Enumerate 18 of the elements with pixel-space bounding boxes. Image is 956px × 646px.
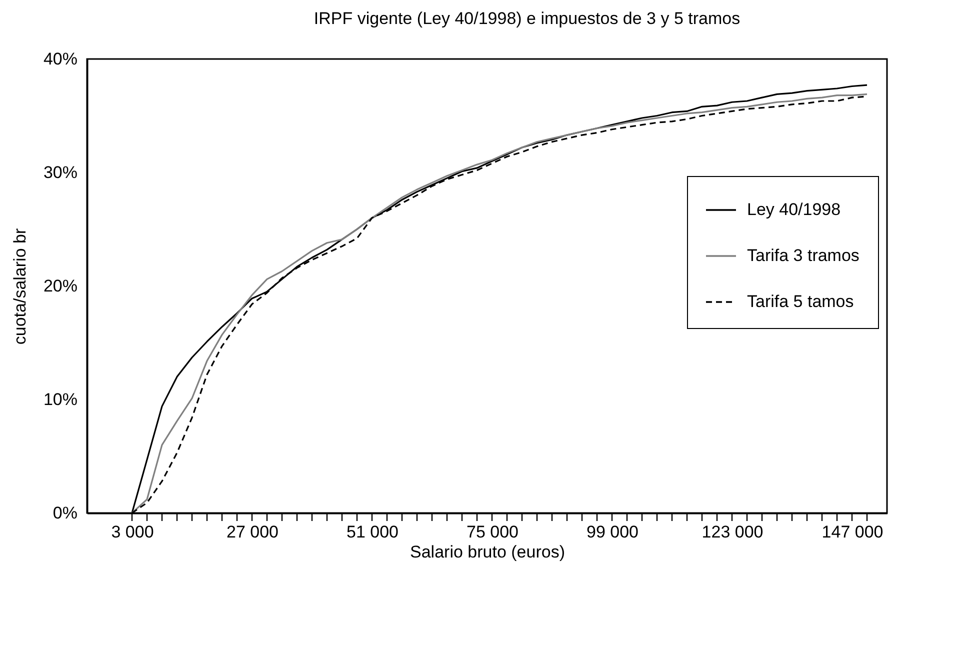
- y-tick-label: 10%: [43, 390, 78, 409]
- y-tick-label: 40%: [43, 50, 78, 68]
- chart-title: IRPF vigente (Ley 40/1998) e impuestos de 3 y 5 tramos: [314, 9, 740, 28]
- y-axis-title: cuota/salario br: [10, 228, 30, 345]
- y-tick-label: 20%: [43, 276, 78, 296]
- legend-label: Tarifa 3 tramos: [747, 246, 860, 265]
- y-tick-label: 30%: [43, 163, 78, 182]
- x-tick-label: 75 000: [466, 522, 518, 542]
- x-tick-label: 51 000: [346, 522, 398, 542]
- x-tick-label: 99 000: [586, 522, 638, 542]
- x-tick-label: 147 000: [822, 522, 884, 542]
- x-axis-title: Salario bruto (euros): [410, 542, 565, 562]
- x-tick-label: 123 000: [702, 522, 764, 542]
- legend-label: Tarifa 5 tamos: [747, 292, 854, 311]
- x-tick-label: 3 000: [111, 522, 154, 542]
- x-tick-label: 27 000: [226, 522, 278, 542]
- legend-label: Ley 40/1998: [747, 200, 841, 219]
- y-tick-label: 0%: [52, 504, 78, 522]
